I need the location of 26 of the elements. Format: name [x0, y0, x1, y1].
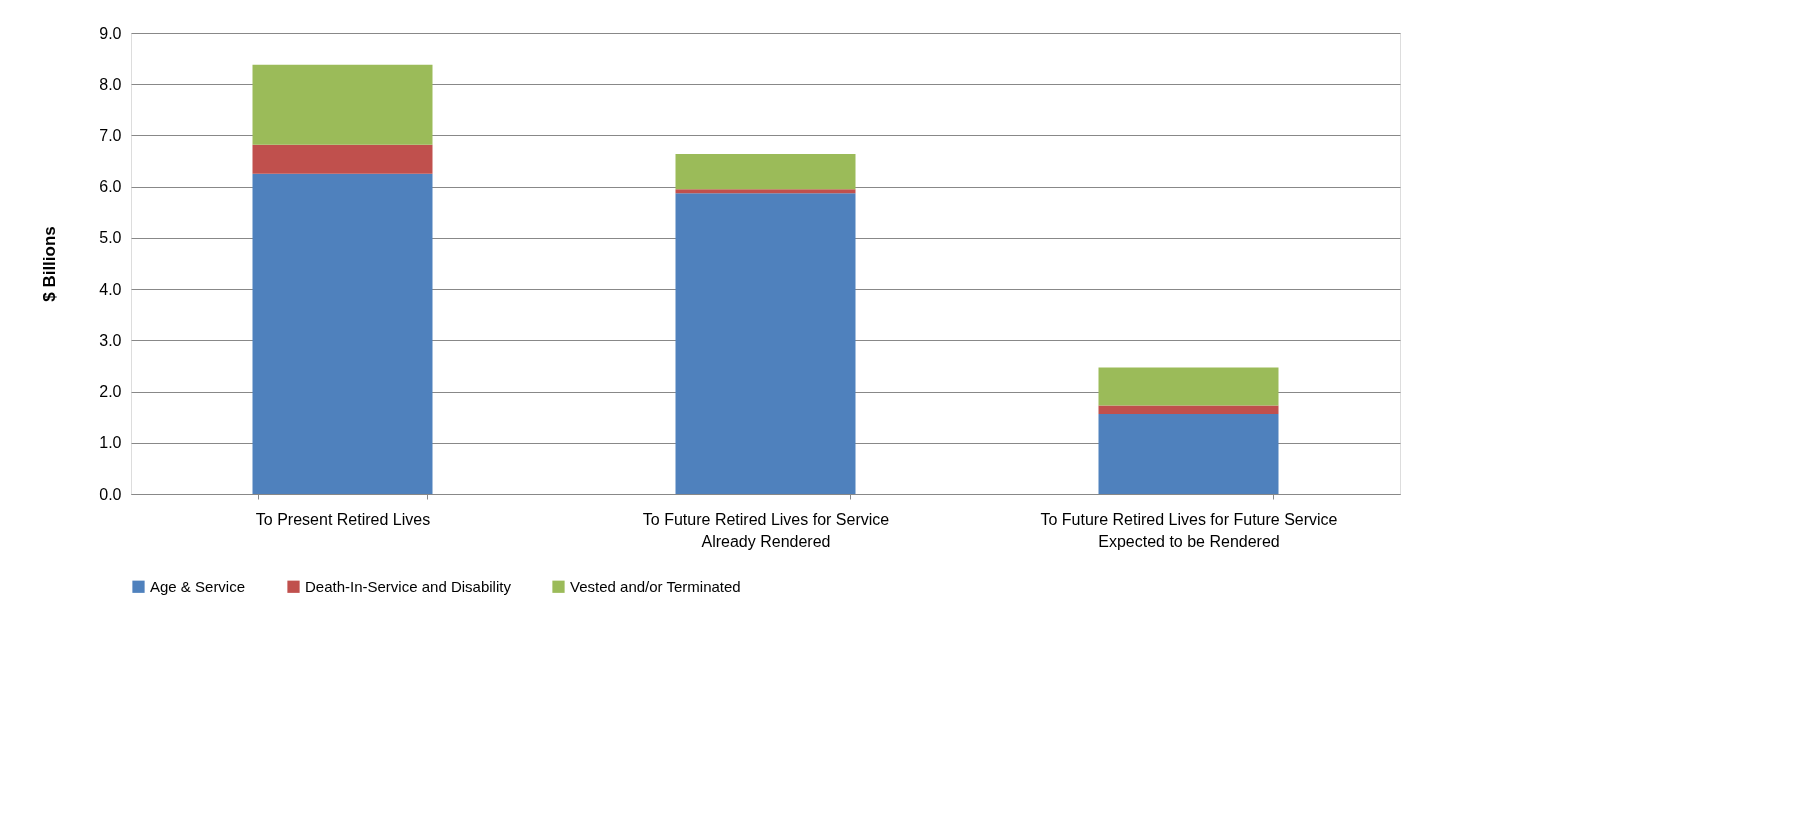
x-tick-label: To Future Retired Lives for Service Already Rendered [642, 510, 890, 550]
bar [675, 189, 856, 194]
y-tick-label: 8.0 [99, 75, 122, 93]
y-tick-label: 1.0 [99, 434, 122, 452]
y-tick-label: 9.0 [99, 24, 122, 42]
legend-label: Vested and/or Terminated [570, 577, 741, 595]
bar [1098, 367, 1279, 406]
legend-label: Age & Service [150, 577, 246, 595]
y-tick-label: 4.0 [99, 280, 122, 298]
y-tick-label: 3.0 [99, 331, 122, 349]
y-tick-label: 7.0 [99, 126, 122, 144]
bar [1098, 414, 1279, 494]
bar [1098, 405, 1279, 415]
bar [675, 193, 856, 494]
legend-label: Death-In-Service and Disability [305, 577, 512, 595]
y-tick-label: 6.0 [99, 178, 122, 196]
x-tick-label: To Present Retired Lives [255, 510, 431, 528]
bar [675, 153, 856, 190]
y-tick-label: 5.0 [99, 229, 122, 247]
bar [252, 144, 433, 174]
bar [252, 64, 433, 145]
y-tick-label: 0.0 [99, 485, 122, 503]
y-tick-label: 2.0 [99, 383, 122, 401]
y-axis-title: $ Billions [40, 226, 60, 302]
bar [252, 173, 433, 494]
x-tick-label: To Future Retired Lives for Future Service Expected to be Rendered [1040, 510, 1338, 550]
